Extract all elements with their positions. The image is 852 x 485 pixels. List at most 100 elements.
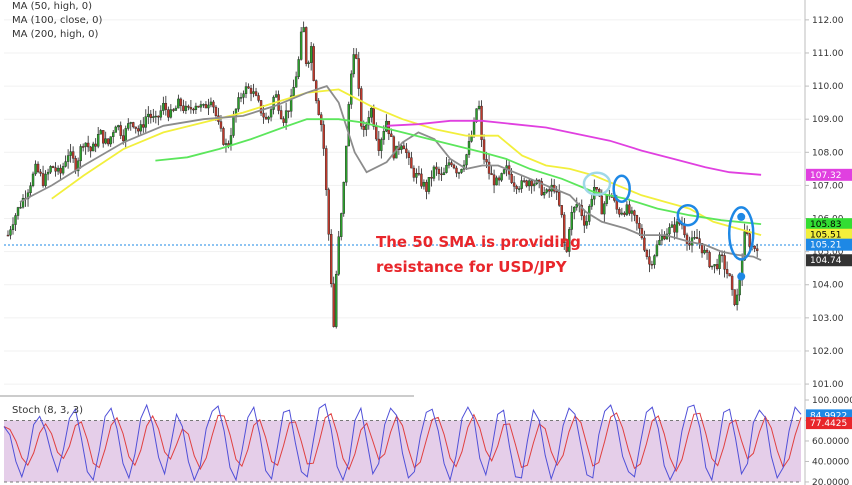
candle-body [625,204,629,215]
price-tick-label: 109.00 [812,115,844,125]
candle-body [422,181,426,187]
candle-body [109,136,112,145]
candle-body [264,116,268,120]
candle-body [86,142,90,148]
candle-body [119,125,122,136]
stoch-k-line [3,403,802,482]
candle-body [658,239,661,245]
highlight-circle [582,171,612,197]
candle-body [36,163,40,173]
candle-body [189,107,193,110]
candle-body [392,136,396,159]
candle-body [6,234,10,237]
candle-body [640,228,644,239]
candle-body [537,179,541,182]
highlight-circle [612,174,631,203]
candle-body [355,54,358,59]
candle-body [437,168,441,175]
candle-body [442,172,446,175]
candle-body [723,255,726,270]
candle-body [492,174,496,186]
candle-body [655,244,659,256]
candle-body [477,105,481,109]
candle-body [377,138,381,151]
candle-body [66,155,70,162]
candle-body [482,139,486,160]
price-label-text: 104.74 [810,256,842,266]
price-label-box [806,168,852,181]
candle-body [743,231,746,261]
candle-body [718,254,721,269]
candle-body [249,87,253,94]
candle-body [39,171,42,174]
candle-body [573,206,576,213]
candle-body [703,249,706,254]
indicator-label-ma200: MA (200, high, 0) [12,29,99,40]
candle-body [209,101,213,106]
candle-body [532,183,536,187]
candle-body [570,212,573,230]
candle-body [563,214,566,243]
candle-body [417,173,421,175]
candle-body [635,215,639,224]
stoch-label-box [806,417,852,430]
candle-body [179,98,183,107]
candle-body [244,86,248,94]
candle-body [583,215,586,226]
candle-body [21,197,25,208]
candle-body [44,173,47,186]
candle-body [144,116,147,128]
candle-body [324,148,328,190]
candle-body [222,128,225,145]
candle-body [540,181,543,196]
price-tick-label: 102.00 [812,347,844,357]
candle-body [332,283,335,327]
indicator-label-ma50: MA (50, high, 0) [12,1,92,12]
candle-body [435,166,438,170]
candle-body [645,250,649,257]
candle-body [19,206,22,209]
candle-body [580,205,583,217]
candle-body [650,263,654,266]
candle-body [755,248,759,251]
candle-body [287,110,290,112]
candle-body [184,105,188,111]
signal-marker [737,272,746,281]
price-tick-label: 105.00 [812,248,844,258]
price-tick-label: 107.00 [812,181,844,191]
candle-body [472,121,476,137]
stoch-d-line [3,412,802,473]
candle-body [26,192,30,200]
candle-body [76,160,80,172]
candle-body [46,171,50,175]
candle-body [620,212,624,215]
candle-body [480,105,483,140]
candle-body [96,134,100,147]
stochastic-panel [3,403,802,483]
candle-body [147,113,150,117]
candle-body [520,180,523,189]
candle-body [735,294,739,305]
candle-body [500,173,503,181]
signal-marker [737,212,746,221]
candle-body [547,189,551,192]
candle-body [713,264,716,267]
candle-body [61,166,65,174]
price-label-box [806,238,852,251]
candle-body [357,58,360,89]
candle-body [199,104,203,108]
candle-body [337,236,340,275]
candle-body [375,126,378,140]
candle-body [698,238,701,244]
candle-body [229,135,233,146]
candle-body [400,145,403,150]
candle-body [279,110,283,119]
candle-body [525,180,528,187]
price-label-text: 107.32 [810,171,842,181]
candle-body [522,180,526,182]
candle-body [330,234,333,285]
candle-body [167,109,170,118]
highlight-circles [582,171,755,281]
candle-body [134,126,137,129]
candle-body [497,177,501,181]
